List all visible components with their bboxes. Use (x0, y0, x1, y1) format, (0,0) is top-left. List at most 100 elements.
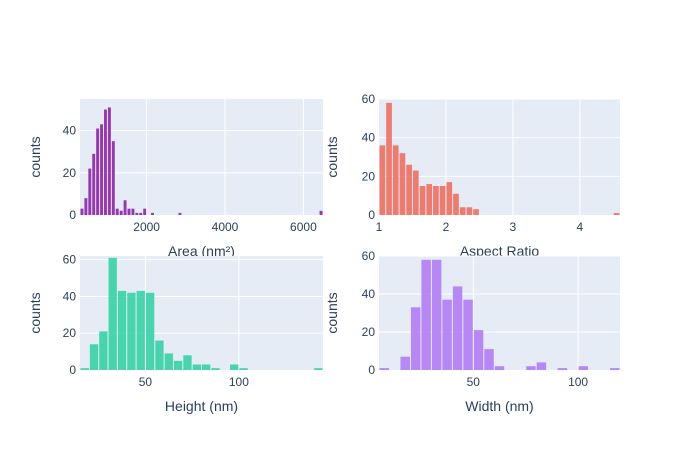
histogram-bar (421, 259, 431, 370)
histogram-bar (107, 107, 111, 215)
histogram-bar (442, 299, 452, 370)
histogram-bar (164, 353, 173, 370)
histogram-bar (127, 208, 131, 215)
histogram-bar (494, 366, 505, 370)
histogram-bar (89, 344, 99, 370)
histogram-bar (127, 292, 136, 370)
x-tick-label: 2000 (133, 220, 160, 234)
x-axis-title: Aspect Ratio (460, 243, 540, 259)
histogram-bar (135, 212, 139, 215)
histogram-bar (108, 257, 117, 370)
histogram-bar (151, 212, 154, 215)
histogram-bar (446, 182, 453, 215)
x-tick-label: 50 (467, 375, 481, 389)
histogram-bar (202, 364, 211, 370)
histogram-bar (379, 368, 389, 370)
histogram-bar (473, 330, 484, 370)
histogram-bar (463, 299, 473, 370)
y-tick-label: 0 (368, 363, 375, 377)
histogram-bar (400, 356, 410, 370)
y-tick-label: 60 (63, 253, 77, 267)
histogram-bar (426, 184, 433, 215)
histogram-bar (100, 124, 104, 215)
histogram-bar (419, 186, 426, 215)
histogram-bar (399, 153, 406, 215)
histogram-bar (466, 207, 473, 215)
histogram-bar (453, 193, 459, 215)
histogram-bar (392, 145, 399, 215)
histogram-bar (155, 340, 164, 370)
histogram-bar (96, 128, 100, 215)
histogram-bar (117, 290, 127, 370)
x-tick-label: 50 (139, 375, 153, 389)
histogram-bar (84, 198, 88, 215)
histogram-bar (192, 364, 201, 370)
histogram-bar (613, 213, 620, 215)
histogram-bar (433, 186, 439, 215)
histogram-bar (431, 259, 442, 370)
histogram-bar (92, 153, 96, 215)
histogram-bar (211, 368, 220, 370)
histogram-bar (239, 368, 248, 370)
x-axis-title: Height (nm) (165, 398, 238, 414)
y-tick-label: 40 (63, 289, 77, 303)
x-tick-label: 4000 (212, 220, 239, 234)
histogram-bar (386, 102, 392, 215)
histogram-bar (145, 292, 155, 370)
histogram-bar (131, 208, 135, 215)
x-tick-label: 4 (576, 220, 583, 234)
histogram-bar (115, 208, 119, 215)
x-axis-title: Area (nm²) (168, 243, 235, 259)
histogram-bar (459, 207, 466, 215)
x-tick-label: 3 (510, 220, 517, 234)
histogram-bar (484, 349, 494, 370)
histogram-bar (319, 210, 323, 215)
y-tick-label: 20 (362, 169, 376, 183)
subplot-area: 0 20 40 2000 4000 6000 Area (nm²) counts (27, 99, 323, 259)
histogram-bar (452, 286, 463, 370)
y-tick-label: 0 (69, 208, 76, 222)
y-tick-label: 20 (63, 326, 77, 340)
histogram-bar (439, 186, 446, 215)
histogram-bar (406, 164, 412, 215)
histogram-bar (173, 360, 183, 370)
histogram-bar (412, 170, 419, 215)
histogram-bar (183, 355, 192, 370)
histogram-bar (111, 141, 115, 215)
x-axis-title: Width (nm) (465, 398, 533, 414)
y-axis-title: counts (27, 136, 43, 177)
histogram-bar (178, 212, 182, 215)
histogram-bar (80, 208, 84, 215)
histogram-bar (80, 368, 89, 370)
histogram-bar (526, 366, 536, 370)
y-tick-label: 20 (63, 166, 77, 180)
histogram-bar (473, 209, 479, 215)
y-tick-label: 0 (69, 363, 76, 377)
y-tick-label: 40 (63, 124, 77, 138)
histogram-bar (557, 368, 568, 370)
histogram-bar (139, 212, 143, 215)
y-tick-label: 20 (362, 325, 376, 339)
histogram-bar (88, 168, 92, 215)
histogram-bar (379, 145, 386, 215)
y-axis-title: counts (324, 292, 340, 333)
x-tick-label: 100 (229, 375, 249, 389)
x-tick-label: 6000 (290, 220, 317, 234)
histogram-bar (123, 200, 127, 215)
y-tick-label: 60 (362, 249, 376, 263)
y-axis-title: counts (324, 136, 340, 177)
histogram-bar (410, 307, 421, 370)
y-axis-title: counts (27, 292, 43, 333)
histogram-bar (104, 109, 107, 215)
histogram-bar (536, 362, 547, 370)
subplot-aspect-ratio: 0 20 40 60 1 2 3 4 Aspect Ratio counts (324, 92, 620, 259)
histogram-bar (230, 364, 239, 370)
histogram-bar (610, 368, 620, 370)
plot-area-area (80, 99, 323, 215)
x-tick-label: 100 (568, 375, 588, 389)
y-tick-label: 0 (368, 208, 375, 222)
histogram-bar (136, 290, 145, 370)
y-tick-label: 40 (362, 287, 376, 301)
